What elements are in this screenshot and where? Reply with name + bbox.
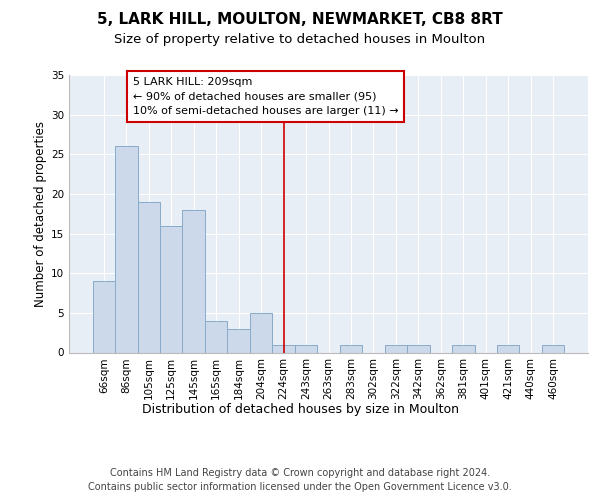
Y-axis label: Number of detached properties: Number of detached properties — [34, 120, 47, 306]
Bar — [452, 344, 475, 352]
Bar — [272, 344, 295, 352]
Bar — [407, 344, 430, 352]
Bar — [340, 344, 362, 352]
Bar — [137, 202, 160, 352]
Bar — [115, 146, 137, 352]
Text: Contains HM Land Registry data © Crown copyright and database right 2024.: Contains HM Land Registry data © Crown c… — [110, 468, 490, 477]
Text: 5, LARK HILL, MOULTON, NEWMARKET, CB8 8RT: 5, LARK HILL, MOULTON, NEWMARKET, CB8 8R… — [97, 12, 503, 28]
Bar — [227, 328, 250, 352]
Bar — [250, 313, 272, 352]
Text: Size of property relative to detached houses in Moulton: Size of property relative to detached ho… — [115, 32, 485, 46]
Bar — [160, 226, 182, 352]
Bar — [92, 281, 115, 352]
Text: Distribution of detached houses by size in Moulton: Distribution of detached houses by size … — [142, 402, 458, 415]
Bar — [205, 321, 227, 352]
Bar — [295, 344, 317, 352]
Text: Contains public sector information licensed under the Open Government Licence v3: Contains public sector information licen… — [88, 482, 512, 492]
Bar — [497, 344, 520, 352]
Text: 5 LARK HILL: 209sqm
← 90% of detached houses are smaller (95)
10% of semi-detach: 5 LARK HILL: 209sqm ← 90% of detached ho… — [133, 76, 398, 116]
Bar — [385, 344, 407, 352]
Bar — [182, 210, 205, 352]
Bar — [542, 344, 565, 352]
